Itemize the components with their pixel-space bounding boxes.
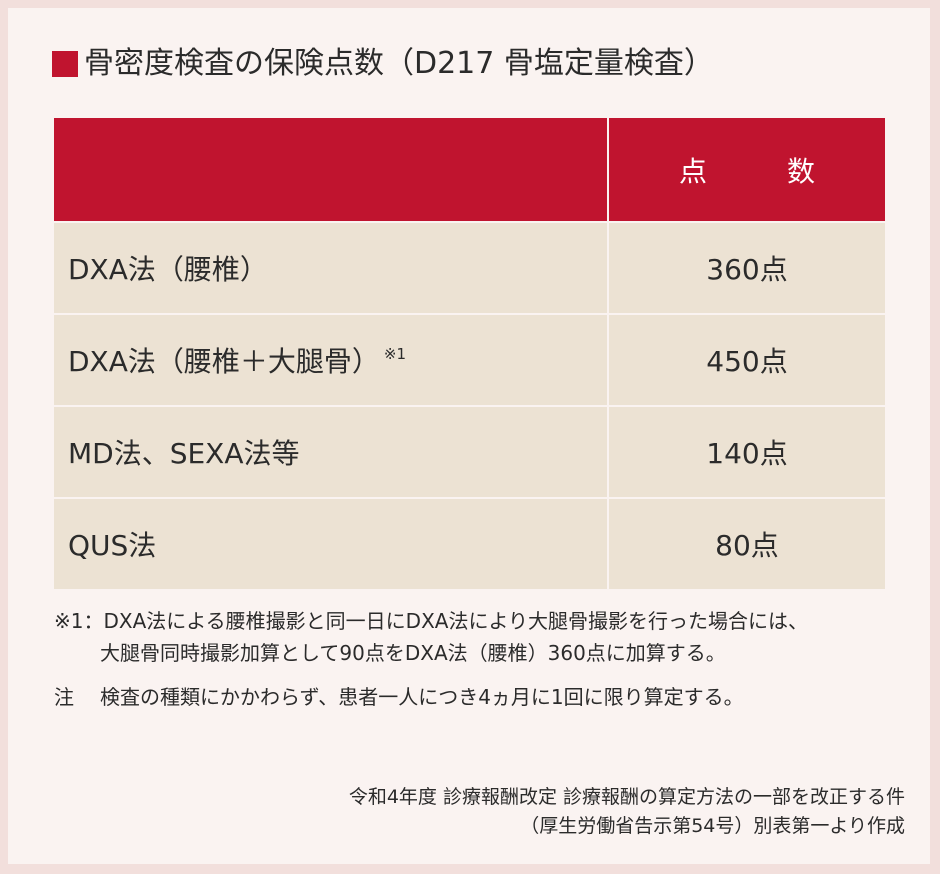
points-cell: 450点 — [608, 313, 885, 406]
points-table: 点 数 DXA法（腰椎） 360点 DXA法（腰椎＋大腿骨） ※1 450点 MD… — [54, 118, 885, 589]
table-header-row: 点 数 — [54, 118, 885, 222]
exam-name-cell: QUS法 — [54, 497, 609, 589]
exam-name: DXA法（腰椎） — [68, 253, 268, 286]
exam-name: QUS法 — [68, 529, 157, 562]
table-row: DXA法（腰椎） 360点 — [54, 221, 885, 314]
table-row: MD法、SEXA法等 140点 — [54, 405, 885, 498]
points-cell: 140点 — [608, 405, 885, 498]
table-row: QUS法 80点 — [54, 497, 885, 589]
section-heading: 骨密度検査の保険点数（D217 骨塩定量検査） — [52, 44, 714, 84]
exam-name-cell: DXA法（腰椎＋大腿骨） ※1 — [54, 313, 609, 406]
exam-name-cell: DXA法（腰椎） — [54, 221, 609, 314]
points-cell: 80点 — [608, 497, 885, 589]
square-bullet-icon — [52, 51, 78, 77]
footnote-marker: ※1 — [383, 345, 407, 363]
source-line-2: （厚生労働省告示第54号）別表第一より作成 — [520, 815, 905, 837]
exam-name: MD法、SEXA法等 — [68, 437, 300, 470]
header-cell-points: 点 数 — [608, 118, 885, 222]
footnote-1-continued: 大腿骨同時撮影加算として90点をDXA法（腰椎）360点に加算する。 — [100, 641, 726, 665]
footnote-note: 注 検査の種類にかかわらず、患者一人につき4ヵ月に1回に限り算定する。 — [54, 682, 744, 712]
note-text: 検査の種類にかかわらず、患者一人につき4ヵ月に1回に限り算定する。 — [100, 685, 744, 709]
heading-text: 骨密度検査の保険点数（D217 骨塩定量検査） — [84, 46, 714, 81]
header-cell-exam — [54, 118, 609, 222]
footnote-1: ※1：DXA法による腰椎撮影と同一日にDXA法により大腿骨撮影を行った場合には、 — [54, 609, 809, 633]
exam-name-cell: MD法、SEXA法等 — [54, 405, 609, 498]
points-cell: 360点 — [608, 221, 885, 314]
note-label: 注 — [54, 685, 74, 709]
table-row: DXA法（腰椎＋大腿骨） ※1 450点 — [54, 313, 885, 406]
exam-name: DXA法（腰椎＋大腿骨） — [68, 345, 380, 378]
source-line-1: 令和4年度 診療報酬改定 診療報酬の算定方法の一部を改正する件 — [348, 786, 905, 808]
